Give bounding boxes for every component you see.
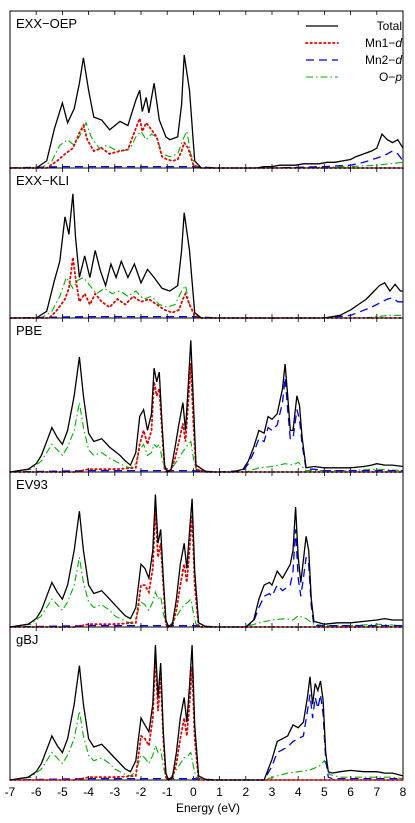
series-line-mn1-d [9, 656, 404, 782]
series-line-total [9, 494, 403, 629]
panel-frame [9, 317, 404, 473]
x-tick-label: -1 [162, 785, 173, 799]
panel-label: EV93 [16, 477, 48, 492]
x-tick-label: -3 [109, 785, 120, 799]
legend-label: Total [377, 19, 402, 33]
panels-group: EXX−OEP EXX−KLI PBE EV93 gBJ [9, 10, 404, 782]
x-axis-title: Energy (eV) [176, 801, 240, 815]
x-tick-label: 4 [295, 785, 302, 799]
dos-panel-1: EXX−OEP [9, 10, 404, 169]
series-line-mn1-d [9, 363, 404, 474]
x-tick-label: -7 [5, 785, 16, 799]
x-tick-label: 1 [216, 785, 223, 799]
series-line-mn2-d [9, 377, 403, 473]
x-tick-label: 5 [321, 785, 328, 799]
panel-label: PBE [16, 323, 42, 338]
x-tick-label: 3 [269, 785, 276, 799]
series-line-mn1-d [9, 115, 404, 169]
legend-label: O−p [379, 70, 402, 84]
legend-label: Mn2−d [365, 53, 402, 67]
series-line-total [9, 340, 404, 474]
x-tick-label: -2 [136, 785, 147, 799]
legend-label: Mn1−d [365, 36, 402, 50]
series-line-o-p [9, 710, 404, 781]
series-line-mn1-d [9, 257, 404, 319]
x-tick-label: 0 [190, 785, 197, 799]
panel-label: EXX−KLI [16, 173, 69, 188]
panel-frame [9, 626, 404, 781]
series-line-o-p [9, 557, 404, 628]
series-line-o-p [10, 276, 403, 319]
x-tick-label: -4 [83, 785, 94, 799]
series-line-mn1-d [9, 508, 404, 629]
series-line-mn2-d [9, 694, 403, 781]
series-line-total [10, 193, 403, 319]
panel-frame [9, 167, 404, 319]
x-tick-label: 7 [373, 785, 380, 799]
x-tick-label: -5 [57, 785, 68, 799]
series-line-mn2-d [9, 150, 404, 169]
x-tick-label: 2 [242, 785, 249, 799]
series-line-total [10, 54, 404, 169]
dos-panel-3: PBE [9, 317, 404, 474]
panel-label: EXX−OEP [16, 16, 77, 31]
series-line-o-p [9, 402, 404, 473]
dos-panel-2: EXX−KLI [9, 167, 404, 319]
panel-frame [9, 10, 404, 169]
dos-panel-4: EV93 [9, 471, 404, 629]
x-axis: -7 -6 -5 -4 -3 -2 -1 0 1 2 3 4 5 6 7 8 [5, 785, 407, 799]
panel-label: gBJ [16, 632, 38, 647]
panel-frame [9, 471, 404, 628]
x-tick-label: 8 [400, 785, 407, 799]
x-tick-label: 6 [347, 785, 354, 799]
legend: Total Mn1−d Mn2−d O−p [305, 19, 402, 84]
dos-panel-5: gBJ [9, 626, 404, 782]
x-tick-label: -6 [31, 785, 42, 799]
series-line-total [9, 645, 404, 782]
series-line-mn2-d [9, 297, 403, 319]
